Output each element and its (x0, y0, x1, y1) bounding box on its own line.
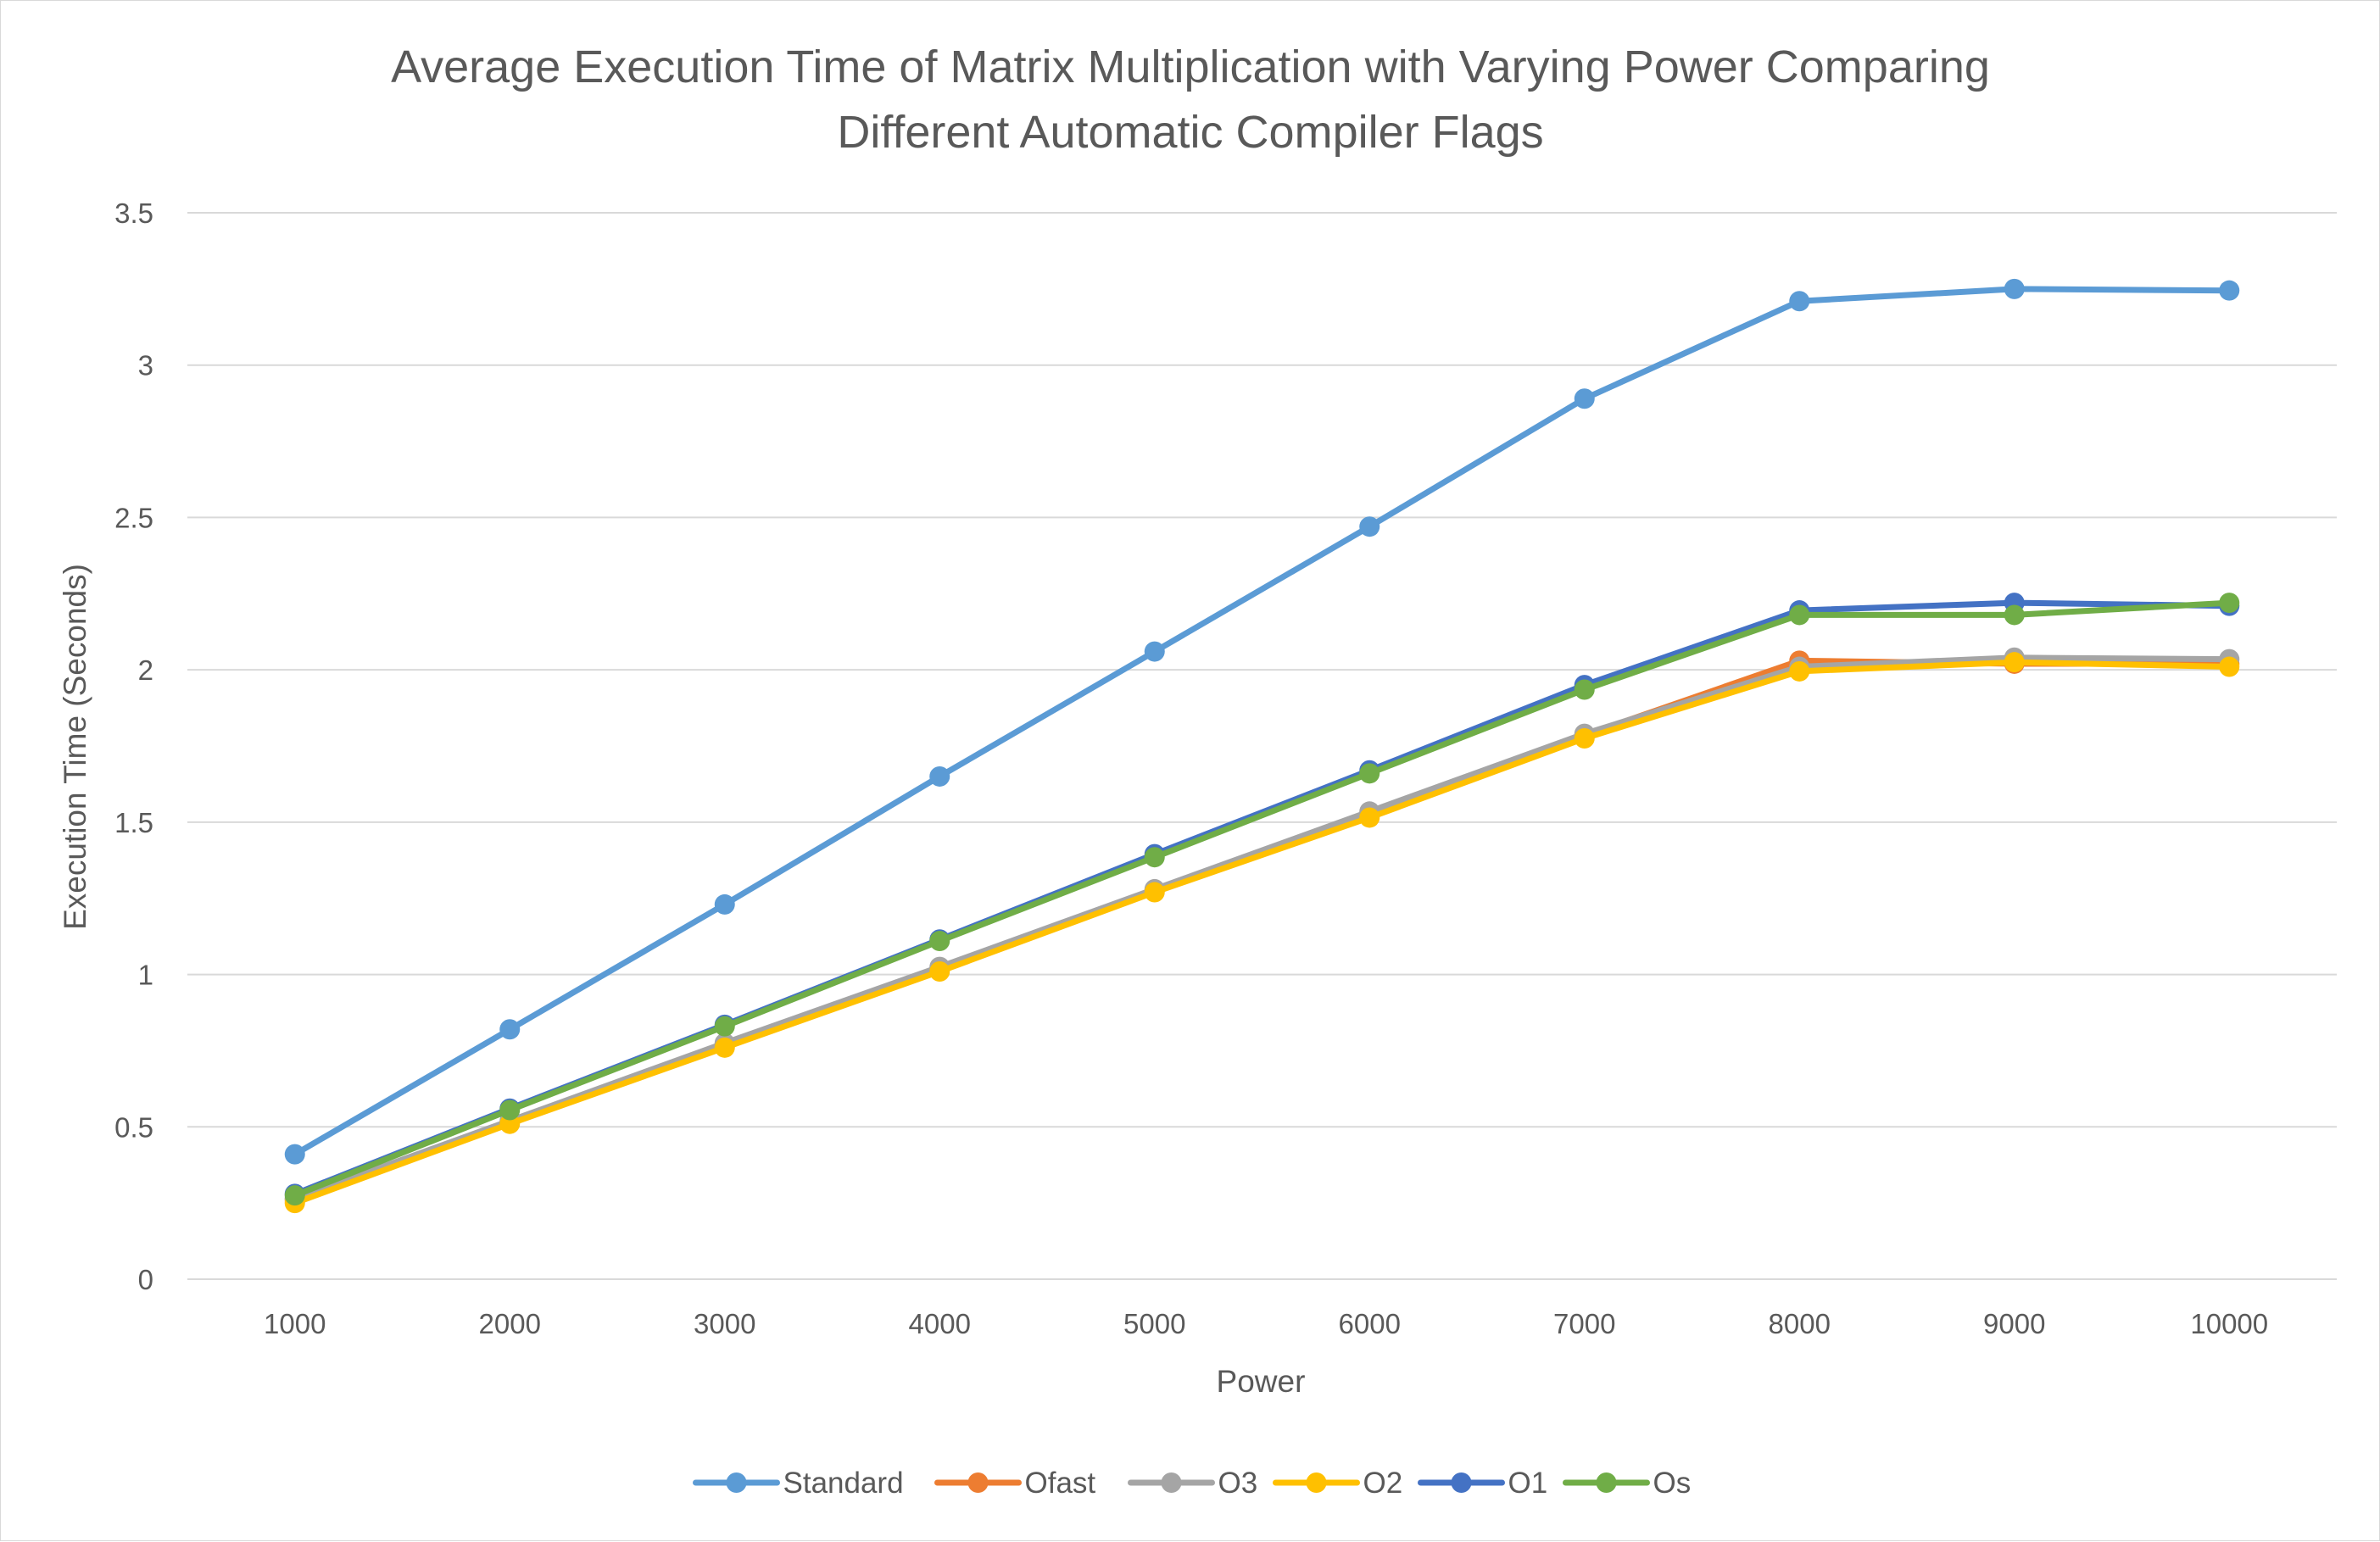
series-line-os (292, 599, 2232, 1199)
legend-item-os: Os (1563, 1467, 1692, 1500)
legend-item-o2: O2 (1273, 1467, 1403, 1500)
data-point-standard-10000 (2219, 280, 2240, 301)
data-point-standard-2000 (499, 1019, 521, 1040)
legend-swatch-marker (1451, 1472, 1472, 1493)
series-line-o3 (292, 654, 2232, 1202)
data-point-o2-7000 (1574, 728, 1595, 749)
data-point-os-7000 (1574, 679, 1595, 700)
chart-title-line-2: Different Automatic Compiler Flags (837, 107, 1543, 158)
legend-label: Standard (783, 1467, 904, 1500)
legend-item-standard: Standard (693, 1467, 904, 1500)
data-point-o2-5000 (1144, 882, 1165, 903)
data-point-os-2000 (499, 1099, 521, 1121)
data-point-standard-4000 (929, 765, 950, 787)
data-point-standard-3000 (714, 893, 735, 915)
series-o2 (284, 652, 2240, 1214)
y-tick-label: 3 (138, 350, 153, 381)
gridlines (187, 212, 2337, 1280)
legend-swatch-marker (1161, 1472, 1182, 1493)
x-tick-label: 5000 (1123, 1308, 1185, 1339)
series-o3 (284, 647, 2240, 1209)
data-point-os-6000 (1359, 763, 1380, 784)
legend-swatch-marker (726, 1472, 747, 1493)
x-tick-label: 7000 (1553, 1308, 1615, 1339)
x-tick-label: 3000 (694, 1308, 755, 1339)
x-tick-label: 1000 (264, 1308, 326, 1339)
data-point-standard-8000 (1789, 291, 1810, 312)
series-standard (284, 278, 2240, 1165)
data-point-standard-9000 (2004, 278, 2025, 299)
data-point-o2-8000 (1789, 660, 1810, 682)
series-line-o2 (292, 659, 2232, 1206)
legend-swatch-marker (967, 1472, 989, 1493)
legend-label: O3 (1218, 1467, 1258, 1500)
y-tick-label: 3.5 (114, 198, 153, 229)
x-tick-label: 10000 (2190, 1308, 2268, 1339)
data-point-standard-1000 (284, 1144, 305, 1165)
x-tick-label: 8000 (1769, 1308, 1831, 1339)
series-line-o1 (292, 599, 2232, 1197)
legend-label: O1 (1508, 1467, 1548, 1500)
y-tick-label: 0.5 (114, 1111, 153, 1143)
y-tick-label: 1 (138, 960, 153, 991)
legend-item-o1: O1 (1418, 1467, 1548, 1500)
data-point-standard-5000 (1144, 641, 1165, 662)
data-point-os-5000 (1144, 847, 1165, 868)
y-tick-label: 1.5 (114, 807, 153, 838)
x-axis-tick-labels: 1000 2000 3000 4000 5000 6000 7000 8000 9000 1000… (264, 1308, 2268, 1339)
x-axis-title: Power (1217, 1364, 1306, 1399)
y-tick-label: 2 (138, 654, 153, 686)
series-lines (284, 278, 2240, 1214)
legend-label: O2 (1363, 1467, 1403, 1500)
series-line-standard (292, 286, 2232, 1158)
legend-label: Os (1653, 1467, 1692, 1500)
x-tick-label: 4000 (909, 1308, 971, 1339)
data-point-os-1000 (284, 1185, 305, 1206)
y-tick-label: 2.5 (114, 502, 153, 533)
data-point-os-8000 (1789, 604, 1810, 626)
x-tick-label: 2000 (479, 1308, 541, 1339)
y-axis-tick-labels: 0 0.5 1 1.5 2 2.5 3 3.5 (114, 198, 153, 1295)
legend-swatch-marker (1306, 1472, 1327, 1493)
data-point-os-10000 (2219, 593, 2240, 614)
chart-title-line-1: Average Execution Time of Matrix Multipl… (391, 42, 1990, 92)
data-point-o2-10000 (2219, 656, 2240, 677)
legend-label: Ofast (1025, 1467, 1096, 1500)
legend-swatch-marker (1596, 1472, 1617, 1493)
data-point-os-9000 (2004, 604, 2025, 626)
series-os (284, 593, 2240, 1206)
y-axis-title: Execution Time (Seconds) (58, 564, 92, 930)
data-point-o2-3000 (714, 1037, 735, 1058)
data-point-o2-6000 (1359, 807, 1380, 828)
y-tick-label: 0 (138, 1264, 153, 1295)
data-point-standard-6000 (1359, 516, 1380, 537)
series-line-ofast (292, 657, 2232, 1203)
data-point-standard-7000 (1574, 388, 1595, 409)
data-point-os-3000 (714, 1016, 735, 1037)
data-point-os-4000 (929, 931, 950, 952)
x-tick-label: 9000 (1983, 1308, 2045, 1339)
data-point-o2-4000 (929, 960, 950, 982)
legend-item-o3: O3 (1128, 1467, 1258, 1500)
series-o1 (284, 593, 2240, 1205)
legend: Standard Ofast O3 O2 O1 Os (693, 1467, 1692, 1500)
legend-item-ofast: Ofast (934, 1467, 1096, 1500)
x-tick-label: 6000 (1339, 1308, 1401, 1339)
data-point-o2-9000 (2004, 652, 2025, 673)
